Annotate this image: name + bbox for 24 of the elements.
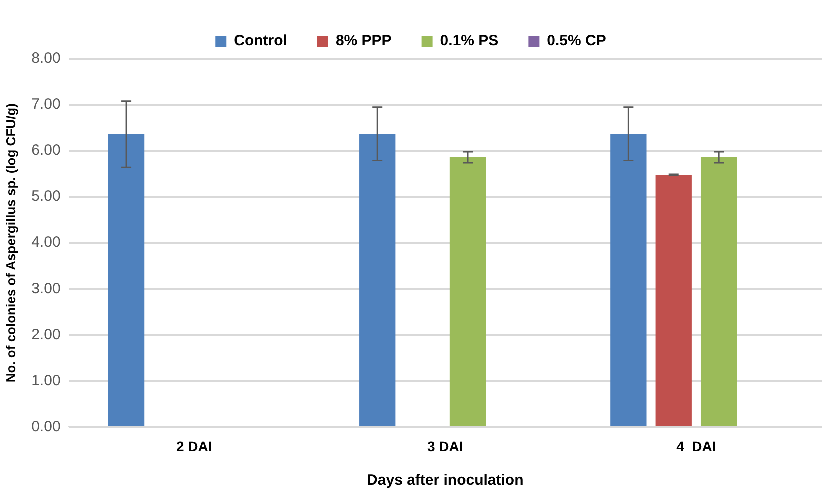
y-tick-label: 7.00 bbox=[32, 96, 61, 114]
bar bbox=[450, 157, 486, 426]
y-tick-label: 5.00 bbox=[32, 188, 61, 206]
x-tick-label: 4 DAI bbox=[676, 438, 716, 454]
y-tick-label: 8.00 bbox=[32, 50, 61, 68]
bar bbox=[610, 134, 647, 426]
y-tick-label: 1.00 bbox=[32, 372, 61, 390]
x-tick-label: 2 DAI bbox=[176, 438, 212, 454]
x-tick-label: 3 DAI bbox=[428, 438, 464, 454]
legend-label: 8% PPP bbox=[336, 32, 392, 50]
legend-label: 0.1% PS bbox=[440, 32, 499, 50]
bar bbox=[360, 134, 396, 426]
y-tick-label: 2.00 bbox=[32, 326, 61, 344]
y-axis-title: No. of colonies of Aspergillus sp. (log CFU/g) bbox=[3, 104, 18, 383]
y-tick-label: 3.00 bbox=[32, 280, 61, 298]
bar bbox=[656, 174, 692, 426]
y-tick-label: 0.00 bbox=[32, 418, 61, 436]
y-tick-label: 6.00 bbox=[32, 142, 61, 160]
bar bbox=[700, 157, 738, 426]
x-axis-title: Days after inoculation bbox=[367, 472, 524, 490]
legend-label: Control bbox=[234, 32, 288, 50]
bar bbox=[108, 134, 145, 426]
y-tick-label: 4.00 bbox=[32, 234, 61, 252]
legend-label: 0.5% CP bbox=[547, 32, 606, 50]
